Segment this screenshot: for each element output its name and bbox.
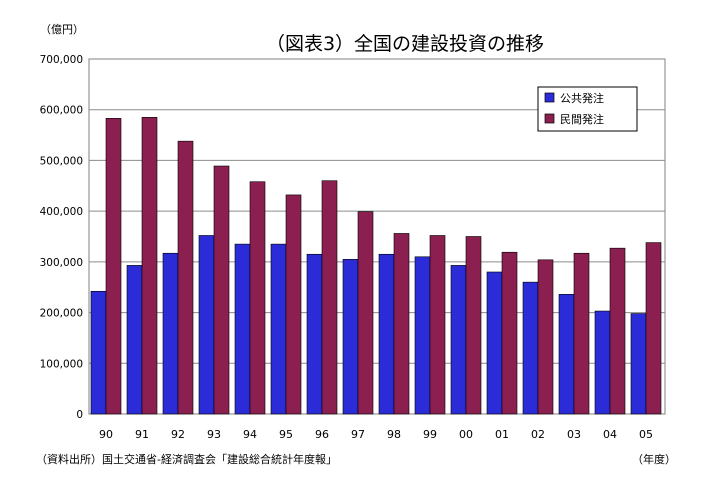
bar-private bbox=[429, 235, 446, 415]
bar-private bbox=[321, 180, 338, 415]
bar-public bbox=[306, 253, 323, 415]
bar-private bbox=[537, 259, 554, 415]
x-axis-ticks: 90 91 92 93 94 95 96 97 98 99 00 01 02 03 04 05 bbox=[99, 428, 653, 441]
y-tick-label: 700,000 bbox=[40, 54, 83, 66]
legend-box bbox=[537, 86, 638, 132]
x-tick-label: 01 bbox=[495, 428, 509, 441]
bar-private bbox=[609, 247, 626, 415]
y-tick-label: 0 bbox=[76, 409, 83, 421]
x-tick-label: 99 bbox=[423, 428, 437, 441]
legend-label-private: 民間発注 bbox=[560, 112, 604, 126]
bar-public bbox=[162, 252, 179, 415]
bar-private bbox=[105, 118, 122, 415]
x-tick-label: 05 bbox=[639, 428, 653, 441]
bar-public bbox=[378, 253, 395, 415]
x-tick-label: 90 bbox=[99, 428, 113, 441]
bar-public bbox=[90, 290, 107, 415]
x-tick-label: 95 bbox=[279, 428, 293, 441]
x-axis-unit: （年度） bbox=[632, 452, 676, 466]
y-axis-unit: （億円） bbox=[40, 23, 84, 36]
bar-public bbox=[594, 310, 611, 415]
chart-title: （図表3）全国の建設投資の推移 bbox=[266, 33, 544, 55]
x-tick-label: 02 bbox=[531, 428, 545, 441]
bar-private bbox=[213, 165, 230, 415]
bar-public bbox=[126, 265, 143, 415]
bar-private bbox=[357, 211, 374, 415]
bar-public bbox=[414, 256, 431, 415]
legend-swatch-public bbox=[544, 92, 555, 103]
x-tick-label: 96 bbox=[315, 428, 329, 441]
bar-public bbox=[198, 235, 215, 415]
x-tick-label: 03 bbox=[567, 428, 581, 441]
y-axis-ticks: 0 100,000 200,000 300,000 400,000 500,000 600,… bbox=[40, 54, 83, 421]
bar-private bbox=[141, 117, 158, 415]
x-tick-label: 92 bbox=[171, 428, 185, 441]
y-tick-label: 500,000 bbox=[40, 155, 83, 167]
bar-private bbox=[177, 140, 194, 415]
bar-public bbox=[270, 243, 287, 415]
y-tick-label: 100,000 bbox=[40, 358, 83, 370]
y-tick-label: 400,000 bbox=[40, 206, 83, 218]
bars bbox=[90, 117, 662, 415]
legend: 公共発注 民間発注 bbox=[537, 86, 638, 132]
bar-public bbox=[342, 259, 359, 415]
bar-public bbox=[630, 313, 647, 415]
x-tick-label: 00 bbox=[459, 428, 473, 441]
bar-public bbox=[234, 243, 251, 415]
source-note: （資料出所）国土交通省-経済調査会「建設総合統計年度報」 bbox=[36, 452, 337, 466]
bar-private bbox=[249, 181, 266, 415]
legend-swatch-private bbox=[544, 113, 555, 124]
bar-private bbox=[465, 236, 482, 415]
bar-private bbox=[573, 252, 590, 415]
bar-public bbox=[522, 281, 539, 415]
bar-public bbox=[558, 294, 575, 415]
bar-private bbox=[285, 194, 302, 415]
bar-private bbox=[501, 251, 518, 415]
x-tick-label: 91 bbox=[135, 428, 149, 441]
x-tick-label: 04 bbox=[603, 428, 617, 441]
legend-label-public: 公共発注 bbox=[560, 91, 604, 105]
x-tick-label: 98 bbox=[387, 428, 401, 441]
bar-public bbox=[450, 265, 467, 415]
x-tick-label: 94 bbox=[243, 428, 257, 441]
y-tick-label: 300,000 bbox=[40, 257, 83, 269]
y-tick-label: 600,000 bbox=[40, 105, 83, 117]
bar-public bbox=[486, 271, 503, 415]
x-tick-label: 97 bbox=[351, 428, 365, 441]
x-tick-label: 93 bbox=[207, 428, 221, 441]
y-tick-label: 200,000 bbox=[40, 308, 83, 320]
bar-private bbox=[393, 233, 410, 415]
bar-private bbox=[645, 242, 662, 415]
